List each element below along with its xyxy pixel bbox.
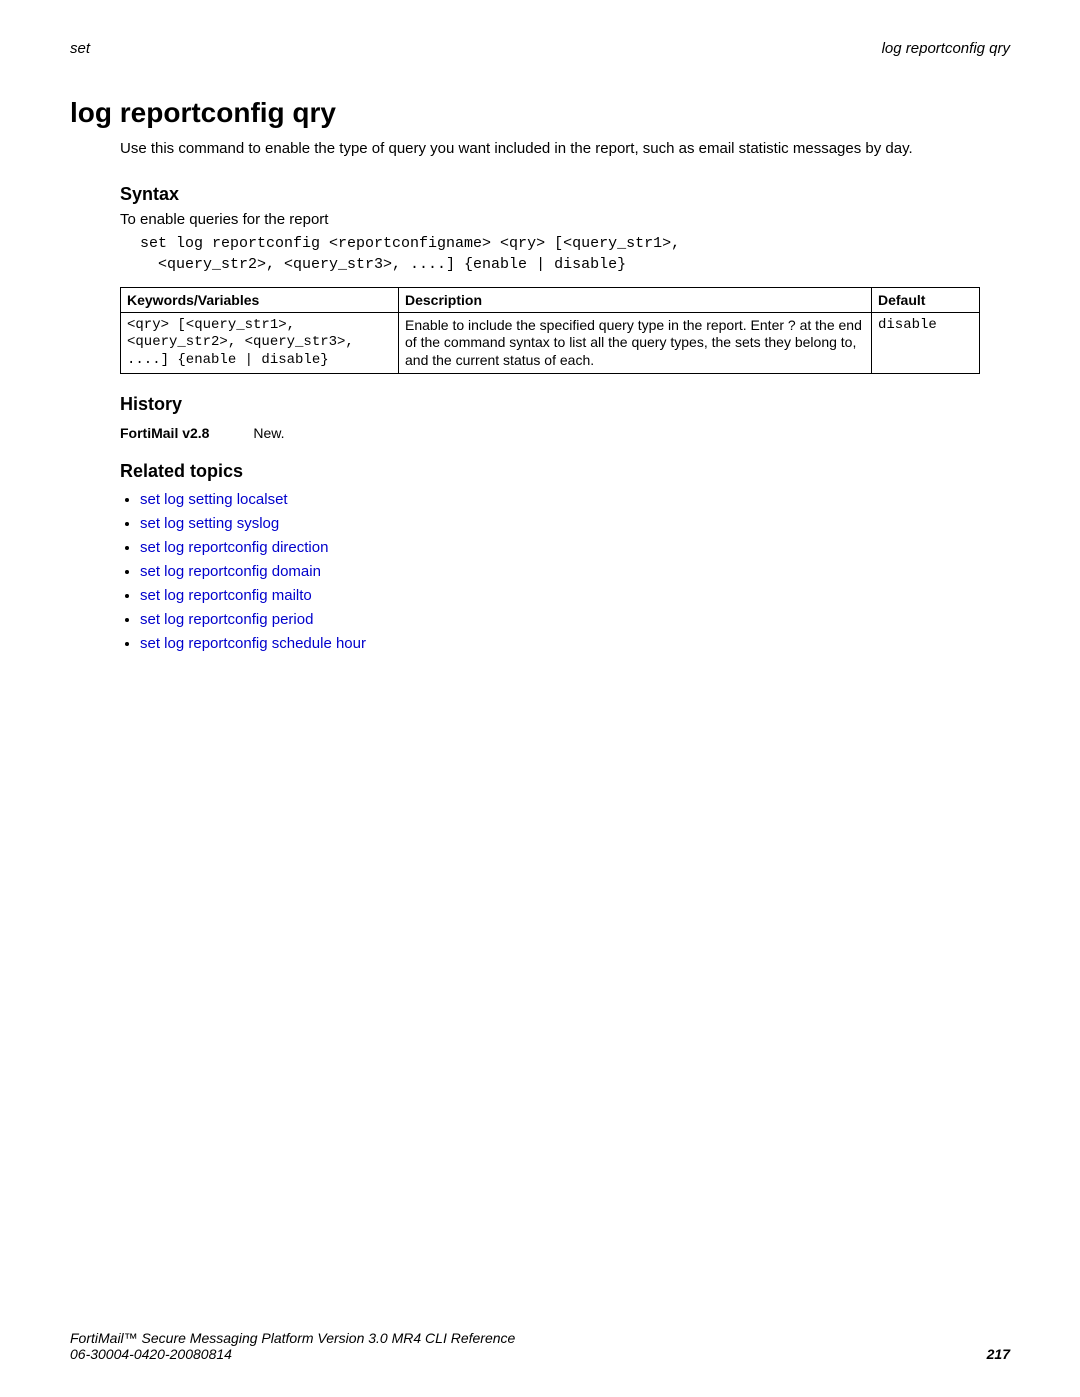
header-left: set	[70, 40, 90, 57]
page-title: log reportconfig qry	[70, 97, 1010, 129]
header-line: set log reportconfig qry	[70, 40, 1010, 57]
related-list: set log setting localset set log setting…	[140, 488, 1010, 656]
cell-keywords: <qry> [<query_str1>, <query_str2>, <quer…	[121, 312, 399, 374]
cell-default: disable	[872, 312, 980, 374]
syntax-lead: To enable queries for the report	[120, 211, 1010, 228]
list-item: set log reportconfig period	[140, 608, 1010, 632]
related-link[interactable]: set log reportconfig direction	[140, 539, 328, 556]
syntax-heading: Syntax	[120, 184, 1010, 205]
syntax-code: set log reportconfig <reportconfigname> …	[140, 234, 1010, 275]
keywords-table: Keywords/Variables Description Default <…	[120, 287, 980, 375]
list-item: set log setting syslog	[140, 512, 1010, 536]
footer-line1: FortiMail™ Secure Messaging Platform Ver…	[70, 1330, 515, 1346]
header-right: log reportconfig qry	[882, 40, 1010, 57]
related-link[interactable]: set log setting localset	[140, 491, 288, 508]
col-keywords: Keywords/Variables	[121, 287, 399, 312]
col-default: Default	[872, 287, 980, 312]
footer-left: FortiMail™ Secure Messaging Platform Ver…	[70, 1330, 515, 1362]
col-description: Description	[399, 287, 872, 312]
related-link[interactable]: set log reportconfig domain	[140, 563, 321, 580]
list-item: set log reportconfig direction	[140, 536, 1010, 560]
history-heading: History	[120, 394, 1010, 415]
intro-paragraph: Use this command to enable the type of q…	[120, 139, 1010, 159]
page-footer: FortiMail™ Secure Messaging Platform Ver…	[70, 1330, 1010, 1362]
related-link[interactable]: set log setting syslog	[140, 515, 279, 532]
list-item: set log reportconfig mailto	[140, 584, 1010, 608]
page-number: 217	[987, 1346, 1010, 1362]
table-header-row: Keywords/Variables Description Default	[121, 287, 980, 312]
footer-line2: 06-30004-0420-20080814	[70, 1346, 515, 1362]
cell-description: Enable to include the specified query ty…	[399, 312, 872, 374]
history-note: New.	[253, 425, 284, 441]
list-item: set log reportconfig domain	[140, 560, 1010, 584]
list-item: set log setting localset	[140, 488, 1010, 512]
related-heading: Related topics	[120, 461, 1010, 482]
related-link[interactable]: set log reportconfig mailto	[140, 587, 312, 604]
list-item: set log reportconfig schedule hour	[140, 632, 1010, 656]
history-row: FortiMail v2.8 New.	[120, 425, 1010, 441]
table-row: <qry> [<query_str1>, <query_str2>, <quer…	[121, 312, 980, 374]
related-link[interactable]: set log reportconfig schedule hour	[140, 635, 366, 652]
related-link[interactable]: set log reportconfig period	[140, 611, 313, 628]
history-version: FortiMail v2.8	[120, 425, 209, 441]
